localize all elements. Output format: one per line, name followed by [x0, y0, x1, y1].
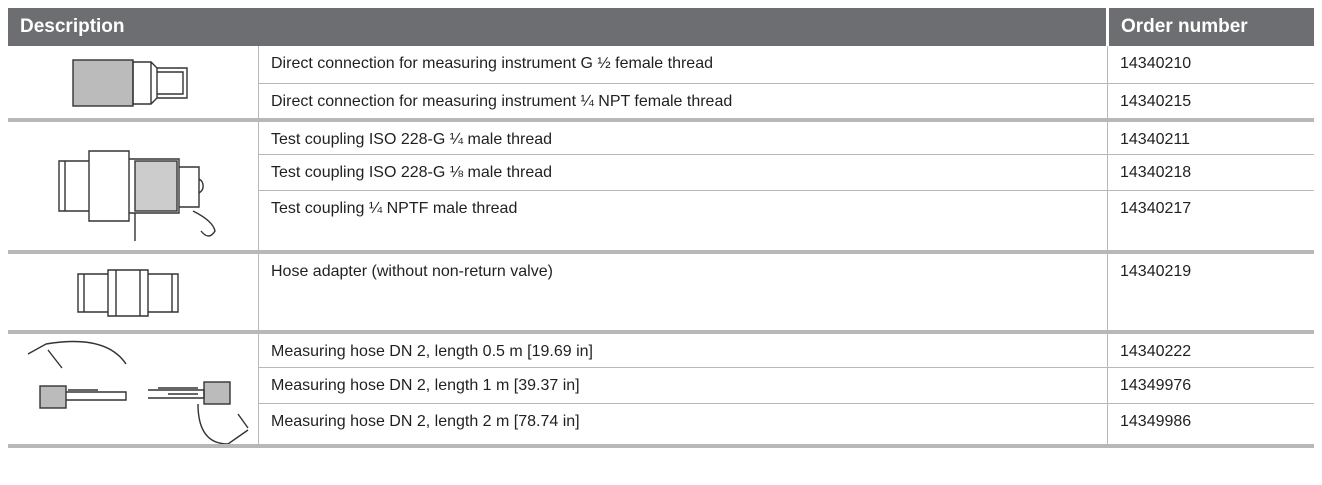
- page: {"header": {"description": "Description"…: [0, 0, 1322, 485]
- product-drawing: [8, 334, 258, 444]
- order-number: 14340210: [1108, 46, 1315, 83]
- order-number: 14340211: [1108, 120, 1315, 154]
- header-row: Description Order number: [8, 8, 1314, 46]
- order-number: 14340219: [1108, 252, 1315, 332]
- order-number: 14340218: [1108, 154, 1315, 190]
- product-image: [8, 252, 259, 332]
- product-drawing: [63, 50, 203, 114]
- order-number: 14349986: [1108, 404, 1315, 446]
- order-number: 14340222: [1108, 332, 1315, 367]
- header-description: Description: [8, 8, 1108, 46]
- description: Test coupling ISO 228-G ⅛ male thread: [259, 154, 1108, 190]
- product-image: [8, 332, 259, 446]
- header-order-number: Order number: [1108, 8, 1315, 46]
- product-image: [8, 120, 259, 252]
- accessory-table: Description Order number Direct connecti…: [8, 8, 1314, 448]
- description: Direct connection for measuring instrume…: [259, 46, 1108, 83]
- table-row: Direct connection for measuring instrume…: [8, 46, 1314, 83]
- description: Direct connection for measuring instrume…: [259, 83, 1108, 120]
- description: Measuring hose DN 2, length 1 m [39.37 i…: [259, 367, 1108, 403]
- description: Measuring hose DN 2, length 0.5 m [19.69…: [259, 332, 1108, 367]
- description: Measuring hose DN 2, length 2 m [78.74 i…: [259, 404, 1108, 446]
- product-drawing: [58, 262, 208, 322]
- product-image: [8, 46, 259, 120]
- description: Test coupling ¼ NPTF male thread: [259, 190, 1108, 252]
- description: Hose adapter (without non-return valve): [259, 252, 1108, 332]
- order-number: 14340215: [1108, 83, 1315, 120]
- order-number: 14340217: [1108, 190, 1315, 252]
- product-drawing: [43, 131, 223, 241]
- table-row: Hose adapter (without non-return valve)1…: [8, 252, 1314, 332]
- order-number: 14349976: [1108, 367, 1315, 403]
- table-row: Measuring hose DN 2, length 0.5 m [19.69…: [8, 332, 1314, 367]
- description: Test coupling ISO 228-G ¼ male thread: [259, 120, 1108, 154]
